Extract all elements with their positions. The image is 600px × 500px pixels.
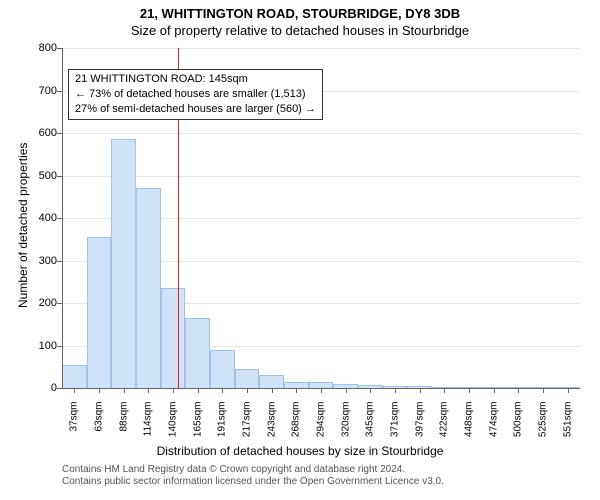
histogram-bar — [111, 139, 136, 388]
property-annotation-box: 21 WHITTINGTON ROAD: 145sqm← 73% of deta… — [68, 69, 323, 120]
ytick-label: 100 — [22, 340, 62, 352]
ytick-label: 600 — [22, 127, 62, 139]
y-axis-line — [62, 48, 63, 388]
histogram-bar — [87, 237, 112, 388]
annotation-line: 21 WHITTINGTON ROAD: 145sqm — [75, 72, 316, 87]
y-axis-label: Number of detached properties — [16, 143, 30, 308]
x-axis-line — [62, 388, 580, 389]
histogram-bar — [259, 375, 284, 388]
gridline-h — [62, 48, 580, 49]
histogram-bar — [185, 318, 210, 388]
chart-title-sub: Size of property relative to detached ho… — [0, 21, 600, 38]
footer-attribution-2: Contains public sector information licen… — [62, 476, 444, 487]
gridline-h — [62, 176, 580, 177]
chart-title-main: 21, WHITTINGTON ROAD, STOURBRIDGE, DY8 3… — [0, 0, 600, 21]
annotation-line: ← 73% of detached houses are smaller (1,… — [75, 87, 316, 102]
histogram-bar — [235, 369, 260, 388]
histogram-bar — [161, 288, 186, 388]
x-axis-label: Distribution of detached houses by size … — [0, 444, 600, 458]
histogram-bar — [210, 350, 235, 388]
annotation-line: 27% of semi-detached houses are larger (… — [75, 102, 316, 117]
plot-area: 010020030040050060070080037sqm63sqm88sqm… — [62, 48, 580, 388]
footer-attribution-1: Contains HM Land Registry data © Crown c… — [62, 464, 405, 475]
ytick-label: 800 — [22, 42, 62, 54]
gridline-h — [62, 133, 580, 134]
histogram-bar — [62, 365, 87, 388]
histogram-bar — [136, 188, 161, 388]
ytick-label: 700 — [22, 85, 62, 97]
chart-container: 21, WHITTINGTON ROAD, STOURBRIDGE, DY8 3… — [0, 0, 600, 500]
ytick-label: 0 — [22, 382, 62, 394]
